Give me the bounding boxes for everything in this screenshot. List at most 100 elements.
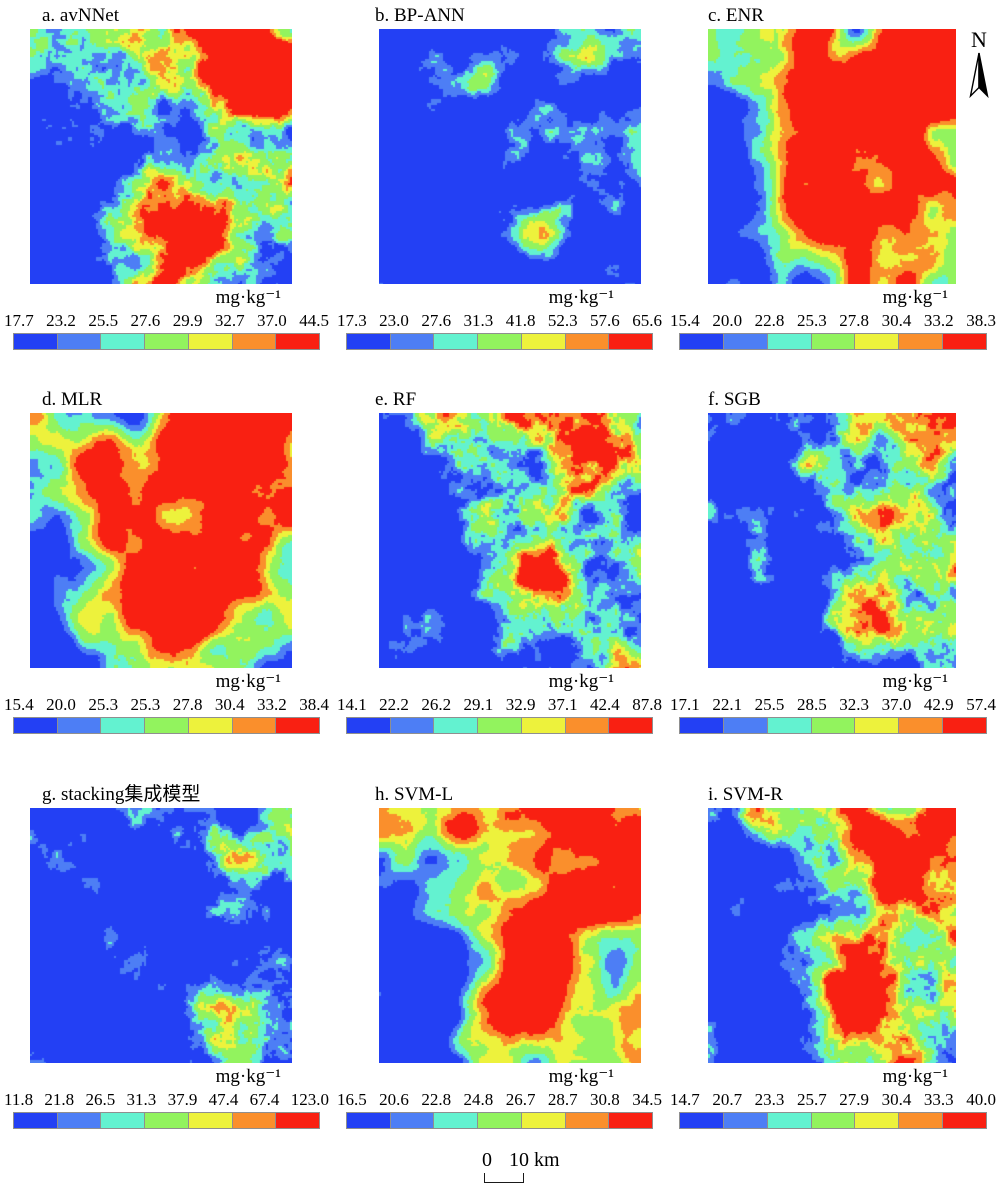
break-value: 17.7 <box>4 311 34 330</box>
prediction-map <box>379 29 641 284</box>
unit-label: mg·kg⁻¹ <box>882 287 948 308</box>
break-value: 42.4 <box>590 695 620 714</box>
colorbar <box>346 1112 654 1129</box>
colorbar-cell <box>854 333 900 350</box>
scalebar-zero: 0 <box>482 1149 492 1171</box>
map-wrap <box>666 29 1000 284</box>
panel-title: f. SGB <box>708 389 761 410</box>
unit-label: mg·kg⁻¹ <box>548 287 614 308</box>
unit-label: mg·kg⁻¹ <box>882 1066 948 1087</box>
colorbar-cell <box>13 717 58 734</box>
colorbar <box>13 717 321 734</box>
colorbar-cell <box>144 717 189 734</box>
colorbar-cell <box>13 333 58 350</box>
break-value: 20.6 <box>379 1090 409 1109</box>
break-value: 22.8 <box>421 1090 452 1109</box>
break-values: 16.5 20.6 22.8 24.8 26.7 28.7 30.8 34.5 <box>337 1090 662 1110</box>
break-value: 25.3 <box>130 695 161 714</box>
colorbar-cell <box>275 333 321 350</box>
break-value: 42.9 <box>923 695 954 714</box>
colorbar-cell <box>810 717 856 734</box>
figure-root: a. avNNet mg·kg⁻¹ 17.7 23.2 25.5 27.6 29.9 32… <box>0 5 1000 1183</box>
colorbar-cell <box>766 1112 812 1129</box>
colorbar-cell <box>520 717 566 734</box>
panel-title: b. BP-ANN <box>375 5 465 26</box>
colorbar-cell <box>13 1112 58 1129</box>
colorbar-cell <box>722 333 768 350</box>
break-value: 27.8 <box>839 311 869 330</box>
colorbar-cell <box>346 333 391 350</box>
break-value: 20.0 <box>712 311 743 330</box>
break-value: 31.3 <box>126 1090 157 1109</box>
panel-title: e. RF <box>375 389 417 410</box>
break-value: 16.5 <box>337 1090 367 1109</box>
break-value: 27.6 <box>130 311 161 330</box>
break-value: 23.3 <box>754 1090 785 1109</box>
prediction-map <box>30 413 292 668</box>
colorbar-cell <box>100 333 146 350</box>
north-arrow: N <box>962 28 996 98</box>
map-wrap <box>0 29 333 284</box>
break-value: 17.3 <box>337 311 367 330</box>
break-value: 32.7 <box>214 311 245 330</box>
colorbar-cell <box>144 1112 189 1129</box>
north-arrow-icon <box>962 52 996 98</box>
panel-title: c. ENR <box>708 5 764 26</box>
colorbar-cell <box>898 1112 944 1129</box>
break-value: 52.3 <box>547 311 578 330</box>
break-value: 25.3 <box>88 695 119 714</box>
map-wrap <box>0 808 333 1063</box>
unit-label: mg·kg⁻¹ <box>215 1066 281 1087</box>
break-value: 14.1 <box>337 695 367 714</box>
break-value: 28.5 <box>796 695 827 714</box>
colorbar-cell <box>810 333 856 350</box>
colorbar-cell <box>389 717 435 734</box>
break-values: 17.7 23.2 25.5 27.6 29.9 32.7 37.0 44.5 <box>4 311 329 331</box>
break-value: 44.5 <box>299 311 329 330</box>
break-value: 47.4 <box>208 1090 239 1109</box>
break-value: 37.0 <box>257 311 287 330</box>
break-value: 30.4 <box>214 695 245 714</box>
colorbar-cell <box>564 717 610 734</box>
colorbar-cell <box>520 1112 566 1129</box>
colorbar-cell <box>854 717 900 734</box>
break-values: 15.4 20.0 22.8 25.3 27.8 30.4 33.2 38.3 <box>670 311 996 331</box>
map-panel: i. SVM-R mg·kg⁻¹ 14.7 20.7 23.3 25.7 27.9 30.… <box>666 783 1000 1143</box>
map-wrap <box>333 29 666 284</box>
break-value: 15.4 <box>4 695 34 714</box>
break-values: 11.8 21.8 26.5 31.3 37.9 47.4 67.4 123.0 <box>4 1090 329 1110</box>
scalebar-text: 0 10 km <box>478 1148 618 1172</box>
colorbar <box>346 717 654 734</box>
colorbar-cell <box>854 1112 900 1129</box>
colorbar-cell <box>942 1112 988 1129</box>
unit-label: mg·kg⁻¹ <box>548 671 614 692</box>
break-value: 38.3 <box>966 311 996 330</box>
colorbar-cell <box>679 717 724 734</box>
prediction-map <box>708 808 956 1063</box>
colorbar-cell <box>942 717 988 734</box>
colorbar-cell <box>564 1112 610 1129</box>
break-value: 33.2 <box>923 311 954 330</box>
panel-title: h. SVM-L <box>375 784 454 805</box>
colorbar-cell <box>679 1112 724 1129</box>
colorbar-cell <box>477 333 522 350</box>
colorbar-cell <box>810 1112 856 1129</box>
break-value: 87.8 <box>632 695 662 714</box>
panel-title: i. SVM-R <box>708 784 783 805</box>
prediction-map <box>30 808 292 1063</box>
colorbar-cell <box>477 1112 522 1129</box>
colorbar <box>13 1112 321 1129</box>
colorbar-cell <box>608 717 654 734</box>
break-value: 30.8 <box>590 1090 620 1109</box>
map-wrap <box>333 808 666 1063</box>
colorbar <box>679 333 988 350</box>
break-value: 57.6 <box>590 311 620 330</box>
map-wrap <box>0 413 333 668</box>
break-value: 25.5 <box>88 311 119 330</box>
break-value: 17.1 <box>670 695 700 714</box>
break-value: 37.9 <box>167 1090 198 1109</box>
colorbar-cell <box>56 333 102 350</box>
prediction-map <box>708 29 956 284</box>
break-value: 57.4 <box>966 695 996 714</box>
break-values: 17.1 22.1 25.5 28.5 32.3 37.0 42.9 57.4 <box>670 695 996 715</box>
